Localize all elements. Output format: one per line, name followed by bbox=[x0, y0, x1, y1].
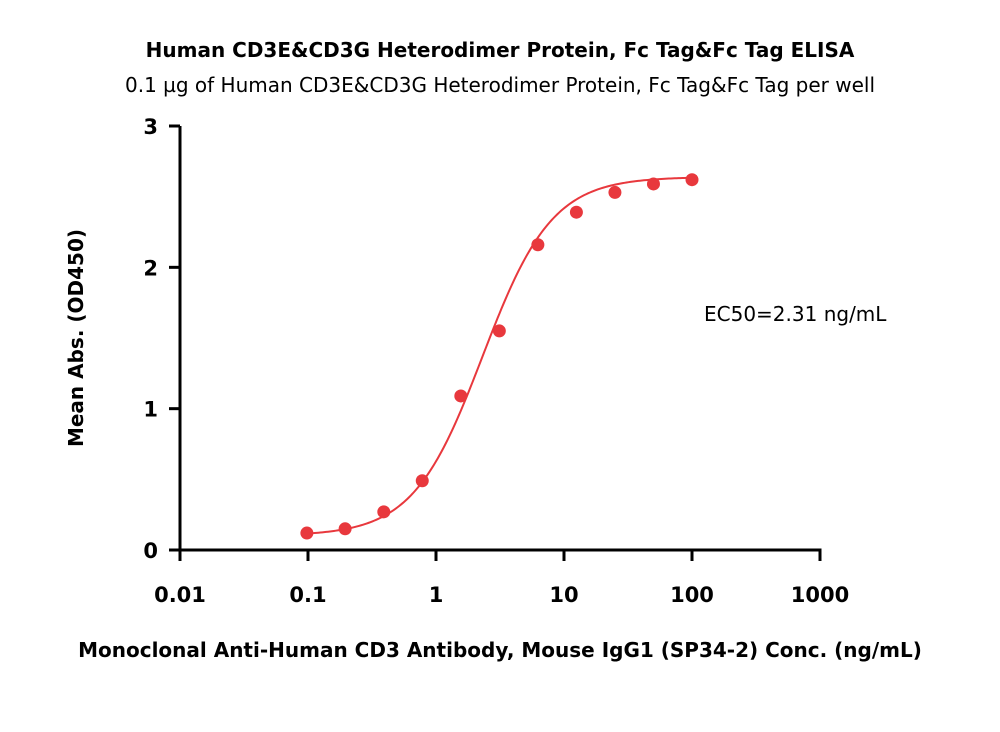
chart-title: Human CD3E&CD3G Heterodimer Protein, Fc … bbox=[146, 38, 855, 62]
x-tick-label: 10 bbox=[549, 583, 578, 607]
y-tick-label: 3 bbox=[143, 115, 158, 139]
data-point bbox=[300, 526, 314, 540]
x-tick-label: 100 bbox=[670, 583, 714, 607]
data-points bbox=[300, 173, 699, 540]
x-tick-label: 1 bbox=[429, 583, 444, 607]
data-point bbox=[608, 185, 622, 199]
y-tick-label: 2 bbox=[143, 256, 158, 280]
x-tick-label: 1000 bbox=[791, 583, 849, 607]
data-point bbox=[569, 205, 583, 219]
x-tick-label: 0.01 bbox=[154, 583, 206, 607]
data-point bbox=[492, 324, 506, 338]
ec50-annotation: EC50=2.31 ng/mL bbox=[704, 302, 887, 326]
y-axis-ticks: 0 1 2 3 bbox=[143, 115, 180, 563]
axes bbox=[178, 126, 822, 552]
y-axis-label: Mean Abs. (OD450) bbox=[64, 229, 88, 447]
fit-curve bbox=[306, 176, 693, 535]
data-point bbox=[338, 522, 352, 536]
x-axis-label: Monoclonal Anti-Human CD3 Antibody, Mous… bbox=[78, 638, 922, 662]
x-tick-label: 0.1 bbox=[289, 583, 326, 607]
data-point bbox=[415, 474, 429, 488]
data-point bbox=[531, 238, 545, 252]
data-point bbox=[646, 177, 660, 191]
data-point bbox=[454, 389, 468, 403]
data-point bbox=[377, 505, 391, 519]
chart-subtitle: 0.1 µg of Human CD3E&CD3G Heterodimer Pr… bbox=[125, 73, 875, 97]
y-tick-label: 1 bbox=[143, 398, 158, 422]
data-point bbox=[685, 173, 699, 187]
y-tick-label: 0 bbox=[143, 539, 158, 563]
x-axis-ticks: 0.01 0.1 1 10 100 1000 bbox=[154, 550, 849, 607]
